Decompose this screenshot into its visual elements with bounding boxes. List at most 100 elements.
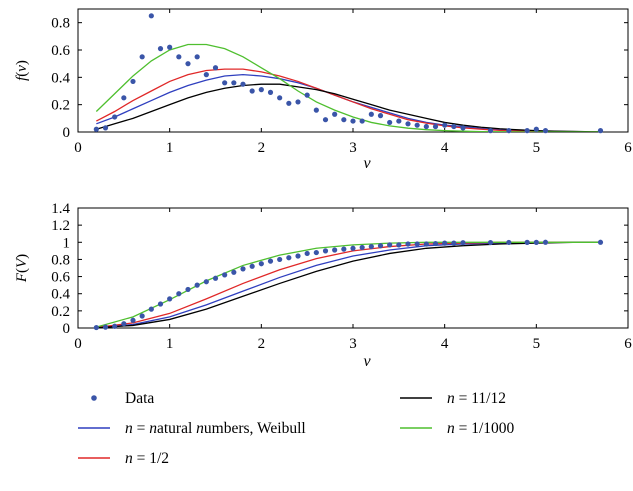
data-point [194,54,200,60]
data-point [286,100,292,106]
data-point [212,275,219,281]
data-point [304,92,310,98]
data-point [414,241,420,247]
legend-label: n = natural numbers, Weibull [125,420,306,437]
pdf-chart: 0 1 2 3 4 5 6 0 0.2 0.4 0.6 0.8 ν f(ν) [14,8,632,172]
data-point [359,118,365,124]
y-tick-label: 0.6 [51,43,70,59]
data-point [249,88,255,94]
data-point [487,239,494,246]
legend: Data n = natural numbers, Weibull n = 1/2 n… [78,390,515,467]
data-point [231,269,237,275]
data-point [295,99,301,105]
data-point [442,122,448,128]
x-tick-label: 0 [74,336,82,352]
y-tick-label: 0.8 [51,252,70,268]
data-point [93,126,99,132]
data-point [332,111,338,117]
data-point [350,118,356,124]
legend-item-n-1-1000: n = 1/1000 [400,420,515,437]
data-point [93,324,99,331]
data-point [286,255,292,261]
data-point [194,282,200,288]
legend-label: n = 1/2 [125,450,169,467]
x-tick-label: 6 [624,140,632,156]
y-tick-label: 0.2 [51,304,70,320]
plot-frame [77,8,629,133]
data-point [432,240,439,247]
data-point [313,249,319,256]
plot-frame [77,207,629,329]
data-point [313,107,319,113]
series-line-n-1-2 [96,68,601,132]
series-line-n-1-1000 [96,241,601,328]
y-tick-label: 0.8 [51,16,70,32]
data-point [130,317,136,323]
data-point [130,78,136,85]
y-axis-label: f(ν) [14,60,30,81]
y-tick-label: 0 [63,321,71,337]
data-point [542,239,549,245]
data-point [597,128,604,134]
data-point [533,239,539,245]
data-point [121,321,127,327]
data-point [157,301,164,307]
data-point [396,118,402,124]
series-line-n-1-1000 [95,43,601,132]
data-point [222,80,228,86]
data-point [240,81,246,87]
data-point [148,13,154,19]
data-point [157,46,164,52]
x-tick-label: 6 [624,336,632,352]
x-tick-label: 4 [441,140,449,156]
legend-label: Data [125,390,154,407]
legend-label: n = 1/1000 [447,420,515,437]
x-tick-label: 1 [166,140,174,156]
series-line-n-1-2 [96,241,601,328]
data-point [414,122,420,128]
y-tick-label: 0.6 [51,270,70,286]
data-point [341,246,347,252]
x-tick-label: 4 [441,336,449,352]
y-tick-label: 0 [63,125,71,141]
y-tick-label: 1.2 [51,218,70,234]
data-point [533,126,539,132]
y-tick-label: 0.4 [51,287,70,303]
data-point [185,286,191,293]
data-point [112,114,118,120]
legend-label: n = 11/12 [447,390,506,407]
data-point [222,272,228,278]
data-point [240,266,246,272]
data-point [442,240,448,246]
data-point [277,256,283,263]
data-point [368,243,374,250]
data-point [295,253,301,259]
legend-item-n-1-2: n = 1/2 [78,450,169,467]
x-tick-label: 5 [533,336,541,352]
x-axis-label: ν [363,353,371,370]
data-point [277,95,283,101]
data-point [167,296,173,302]
data-point [341,117,347,123]
x-tick-label: 2 [258,336,266,352]
data-point [460,125,466,131]
data-point [350,245,356,251]
data-point [322,248,329,254]
data-point [506,128,512,134]
cdf-chart: 0 1 2 3 4 5 600.20.40.60.811.21.4νF(V) [14,201,632,370]
data-point [267,89,274,95]
data-point [267,258,274,264]
x-tick-label: 5 [533,140,541,156]
legend-item-n-natural-numbers-weibull: n = natural numbers, Weibull [78,420,306,437]
data-point [597,239,604,245]
data-point [258,261,264,267]
data-point [203,72,209,78]
series-line-n-11-12 [96,241,601,328]
legend-item-data: Data [91,390,154,407]
y-axis-label: F(V) [14,254,30,283]
data-point [432,123,439,130]
y-tick-label: 0.4 [51,70,70,86]
data-point [249,263,255,269]
data-point [460,240,466,246]
